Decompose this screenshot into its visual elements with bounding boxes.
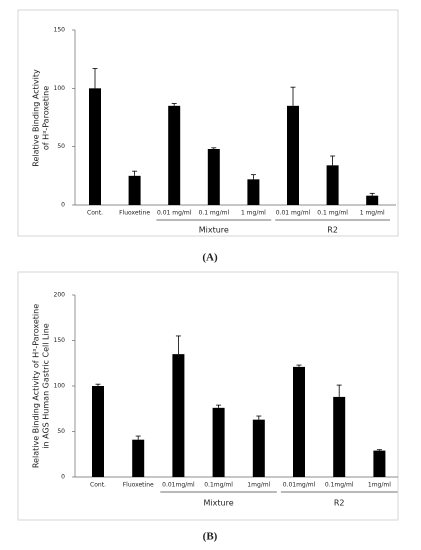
x-tick-label: 0.1mg/ml bbox=[204, 482, 233, 489]
y-tick-label: 50 bbox=[57, 428, 65, 435]
x-tick-label: Fluoxetine bbox=[123, 482, 154, 489]
bar bbox=[252, 419, 265, 477]
y-tick-label: 100 bbox=[54, 85, 66, 92]
x-tick-label: Fluoxetine bbox=[119, 210, 150, 217]
x-tick-label: 0.1 mg/ml bbox=[317, 210, 348, 217]
bar bbox=[172, 354, 185, 477]
bar bbox=[92, 386, 104, 477]
caption: (A) bbox=[202, 252, 218, 264]
y-tick-label: 0 bbox=[61, 474, 65, 481]
bar bbox=[366, 195, 379, 205]
y-tick-label: 150 bbox=[54, 337, 66, 344]
bar bbox=[287, 105, 299, 205]
group-label: Mixture bbox=[199, 226, 229, 235]
bar bbox=[132, 439, 145, 477]
x-tick-label: 0.01mg/ml bbox=[283, 482, 316, 489]
y-axis-label: Relative Binding Activity bbox=[32, 69, 41, 167]
x-tick-label: 0.01 mg/ml bbox=[157, 210, 192, 217]
bar bbox=[326, 165, 339, 205]
bar bbox=[207, 149, 220, 205]
y-tick-label: 150 bbox=[54, 27, 66, 34]
bar bbox=[247, 179, 260, 205]
x-tick-label: 0.1 mg/ml bbox=[198, 210, 229, 217]
bar bbox=[89, 88, 101, 205]
y-tick-label: 100 bbox=[54, 383, 66, 390]
x-tick-label: 1 mg/ml bbox=[241, 210, 266, 217]
x-tick-label: 0.01 mg/ml bbox=[276, 210, 311, 217]
y-axis-label: Relative Binding Activity of H³-Paroxeti… bbox=[32, 304, 41, 468]
y-tick-label: 200 bbox=[54, 292, 66, 299]
x-tick-label: Cont. bbox=[90, 482, 106, 489]
caption: (B) bbox=[203, 531, 218, 543]
bar bbox=[293, 366, 305, 477]
x-tick-label: 1 mg/ml bbox=[360, 210, 385, 217]
x-tick-label: 0.01mg/ml bbox=[162, 482, 195, 489]
x-tick-label: 1mg/ml bbox=[247, 482, 270, 489]
bar bbox=[128, 175, 141, 205]
bar bbox=[373, 450, 386, 477]
bar bbox=[168, 105, 181, 205]
bar bbox=[212, 407, 225, 477]
bar bbox=[333, 396, 346, 477]
group-label: Mixture bbox=[204, 499, 234, 508]
group-label: R2 bbox=[327, 226, 338, 235]
panel-border bbox=[17, 9, 399, 237]
x-tick-label: 1mg/ml bbox=[368, 482, 391, 489]
x-tick-label: 0.1mg/ml bbox=[325, 482, 354, 489]
y-tick-label: 0 bbox=[61, 202, 65, 209]
group-label: R2 bbox=[334, 499, 345, 508]
y-axis-label: in AGS Human Gastric Cell Line bbox=[42, 323, 51, 448]
panel-border bbox=[17, 271, 399, 521]
x-tick-label: Cont. bbox=[87, 210, 103, 217]
y-axis-label: of H³-Paroxetine bbox=[42, 86, 51, 150]
y-tick-label: 50 bbox=[57, 143, 65, 150]
